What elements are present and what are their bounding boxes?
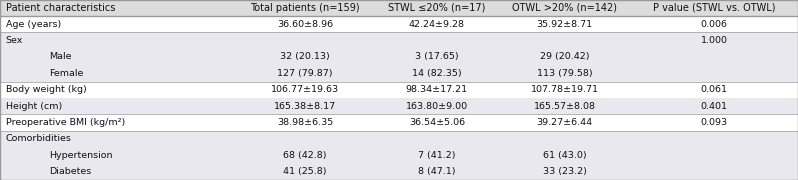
Text: P value (STWL vs. OTWL): P value (STWL vs. OTWL) — [653, 3, 776, 13]
Text: 0.401: 0.401 — [701, 102, 728, 111]
Text: 41 (25.8): 41 (25.8) — [283, 167, 327, 176]
Text: STWL ≤20% (n=17): STWL ≤20% (n=17) — [388, 3, 486, 13]
Text: Female: Female — [49, 69, 84, 78]
Text: 165.57±8.08: 165.57±8.08 — [534, 102, 595, 111]
Text: 3 (17.65): 3 (17.65) — [415, 52, 459, 61]
Text: Male: Male — [49, 52, 72, 61]
Text: 38.98±6.35: 38.98±6.35 — [277, 118, 334, 127]
Bar — [0, 131, 798, 147]
Text: 113 (79.58): 113 (79.58) — [537, 69, 592, 78]
Bar — [0, 147, 798, 164]
Text: 165.38±8.17: 165.38±8.17 — [275, 102, 336, 111]
Text: 36.54±5.06: 36.54±5.06 — [409, 118, 465, 127]
Text: 14 (82.35): 14 (82.35) — [412, 69, 462, 78]
Text: 1.000: 1.000 — [701, 36, 728, 45]
Text: Body weight (kg): Body weight (kg) — [6, 85, 86, 94]
Bar — [0, 98, 798, 114]
Text: 36.60±8.96: 36.60±8.96 — [277, 20, 334, 29]
Text: 32 (20.13): 32 (20.13) — [280, 52, 330, 61]
Text: 8 (47.1): 8 (47.1) — [418, 167, 456, 176]
Text: 39.27±6.44: 39.27±6.44 — [536, 118, 593, 127]
Text: 35.92±8.71: 35.92±8.71 — [536, 20, 593, 29]
Text: 163.80±9.00: 163.80±9.00 — [406, 102, 468, 111]
Text: 0.093: 0.093 — [701, 118, 728, 127]
Bar — [0, 114, 798, 131]
Text: Comorbidities: Comorbidities — [6, 134, 72, 143]
Bar — [0, 16, 798, 32]
Text: Preoperative BMI (kg/m²): Preoperative BMI (kg/m²) — [6, 118, 124, 127]
Bar — [0, 65, 798, 82]
Text: 98.34±17.21: 98.34±17.21 — [406, 85, 468, 94]
Text: Diabetes: Diabetes — [49, 167, 92, 176]
Bar — [0, 164, 798, 180]
Text: Sex: Sex — [6, 36, 23, 45]
Text: 61 (43.0): 61 (43.0) — [543, 151, 587, 160]
Bar — [0, 0, 798, 16]
Text: 33 (23.2): 33 (23.2) — [543, 167, 587, 176]
Bar — [0, 82, 798, 98]
Text: Total patients (n=159): Total patients (n=159) — [251, 3, 360, 13]
Text: 29 (20.42): 29 (20.42) — [539, 52, 590, 61]
Text: 7 (41.2): 7 (41.2) — [418, 151, 456, 160]
Bar — [0, 49, 798, 65]
Text: Height (cm): Height (cm) — [6, 102, 61, 111]
Text: 127 (79.87): 127 (79.87) — [278, 69, 333, 78]
Text: 0.006: 0.006 — [701, 20, 728, 29]
Text: 107.78±19.71: 107.78±19.71 — [531, 85, 598, 94]
Bar — [0, 32, 798, 49]
Text: Hypertension: Hypertension — [49, 151, 113, 160]
Text: Age (years): Age (years) — [6, 20, 61, 29]
Text: 68 (42.8): 68 (42.8) — [283, 151, 327, 160]
Text: Patient characteristics: Patient characteristics — [6, 3, 115, 13]
Text: OTWL >20% (n=142): OTWL >20% (n=142) — [512, 3, 617, 13]
Text: 106.77±19.63: 106.77±19.63 — [271, 85, 339, 94]
Text: 0.061: 0.061 — [701, 85, 728, 94]
Text: 42.24±9.28: 42.24±9.28 — [409, 20, 465, 29]
